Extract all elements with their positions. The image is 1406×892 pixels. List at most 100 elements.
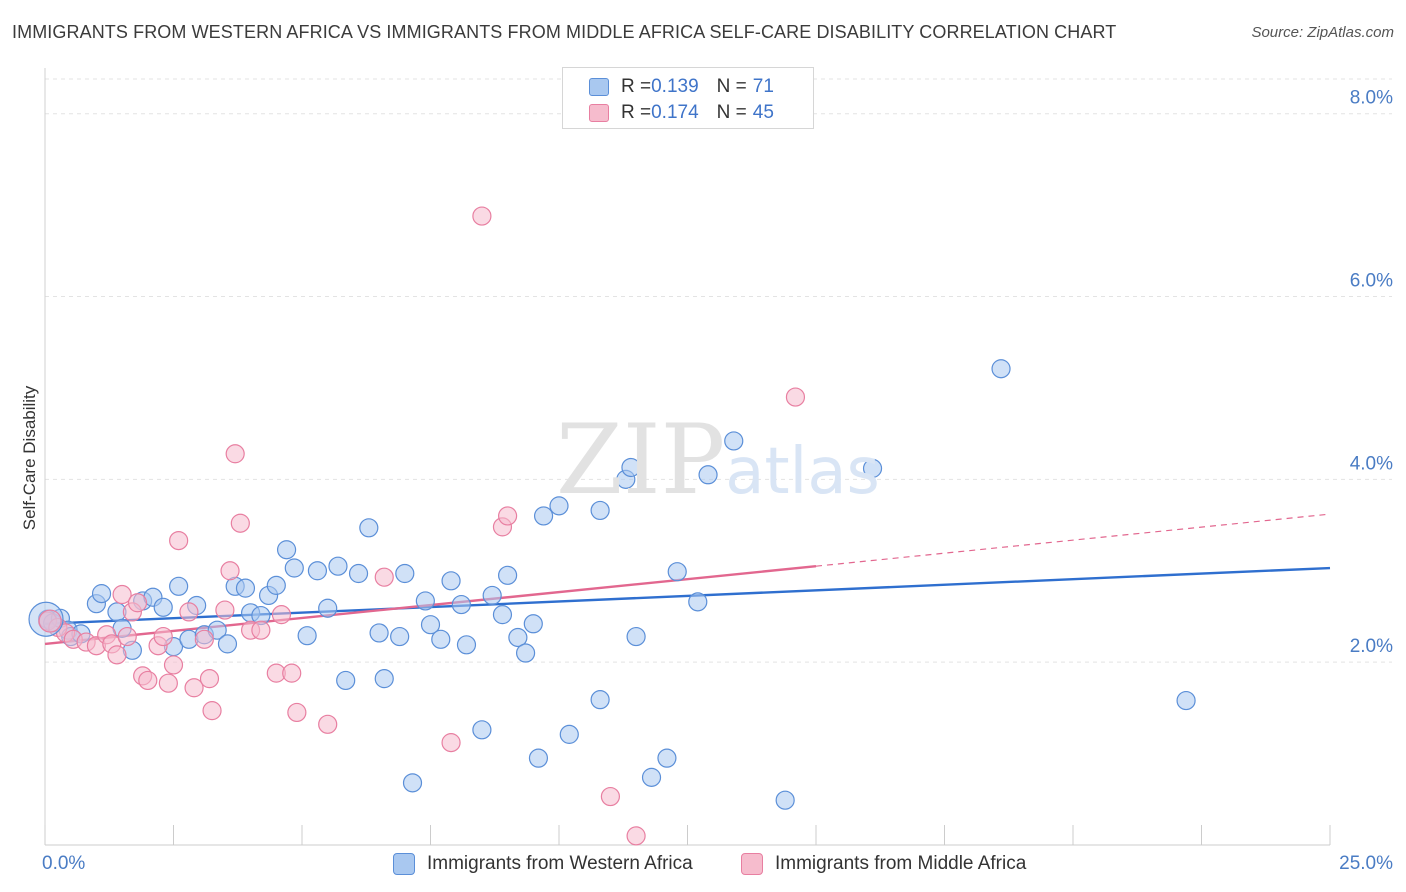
point-western-africa [590, 690, 610, 710]
point-middle-africa [225, 444, 245, 464]
point-middle-africa [199, 669, 220, 689]
point-western-africa [169, 576, 189, 596]
point-western-africa [284, 558, 304, 578]
point-middle-africa [169, 530, 189, 551]
bottom-legend-western-africa: Immigrants from Western Africa [393, 852, 693, 876]
point-middle-africa [251, 620, 271, 640]
point-western-africa [217, 634, 238, 654]
watermark-zip: ZIP [556, 404, 726, 516]
point-western-africa [359, 518, 379, 538]
point-western-africa [91, 584, 112, 604]
point-western-africa [523, 614, 543, 634]
point-western-africa [276, 540, 297, 560]
legend-n-label: N = [716, 102, 747, 123]
point-middle-africa [215, 600, 235, 620]
x-tick-label-max: 25.0% [1339, 853, 1393, 874]
point-western-africa [415, 591, 435, 611]
point-middle-africa [374, 567, 394, 587]
y-tick-label: 4.0% [1350, 453, 1393, 474]
point-western-africa [533, 506, 554, 526]
point-middle-africa [107, 645, 127, 665]
point-western-africa [456, 635, 477, 655]
bottom-legend-middle-africa: Immigrants from Middle Africa [741, 852, 1026, 876]
bottom-legend-swatch-western-africa [393, 853, 415, 875]
point-western-africa [641, 767, 662, 787]
source-label: Source: ZipAtlas.com [1251, 24, 1394, 41]
point-western-africa [451, 594, 471, 615]
point-middle-africa [318, 714, 338, 734]
point-middle-africa [472, 206, 492, 226]
legend-r-label: R = [621, 76, 652, 97]
point-western-africa [698, 465, 718, 485]
point-middle-africa [127, 593, 148, 613]
point-middle-africa [441, 733, 461, 753]
tick-labels: 2.0% 4.0% 6.0% 8.0% 0.0% 25.0% [42, 88, 1393, 874]
point-western-africa [515, 643, 536, 663]
point-western-africa [991, 359, 1011, 379]
legend-row-western-africa: R = 0.139 N = 71 [589, 75, 774, 99]
y-axis-title: Self-Care Disability [20, 385, 39, 530]
point-western-africa [235, 578, 256, 598]
point-middle-africa [202, 701, 222, 721]
axes [44, 68, 1331, 846]
legend-r-value: 0.139 [651, 76, 699, 97]
data-points [28, 206, 1196, 846]
y-tick-label: 2.0% [1350, 636, 1393, 657]
x-tick-label-min: 0.0% [42, 853, 85, 874]
point-middle-africa [158, 673, 178, 693]
correlation-legend: R = 0.139 N = 71 R = 0.174 N = 45 [562, 67, 814, 129]
point-middle-africa [153, 626, 173, 647]
point-middle-africa [117, 626, 137, 647]
point-western-africa [1176, 690, 1196, 711]
point-western-africa [402, 773, 423, 793]
point-western-africa [374, 669, 394, 689]
point-western-africa [266, 575, 286, 595]
point-western-africa [492, 605, 513, 625]
point-western-africa [472, 720, 492, 740]
point-middle-africa [184, 678, 204, 698]
point-western-africa [297, 626, 317, 646]
watermark-atlas: atlas [725, 435, 880, 509]
point-western-africa [336, 670, 356, 691]
point-middle-africa [600, 786, 621, 807]
point-western-africa [621, 457, 641, 478]
point-western-africa [328, 556, 348, 576]
point-middle-africa [498, 506, 518, 526]
point-middle-africa [287, 702, 307, 723]
point-middle-africa [138, 670, 158, 691]
bottom-legend-swatch-middle-africa [741, 853, 763, 875]
watermark: ZIPatlas [556, 404, 880, 516]
legend-swatch-western-africa [589, 78, 609, 96]
point-western-africa [590, 500, 610, 521]
point-western-africa [775, 790, 795, 810]
legend-n-value: 71 [752, 76, 774, 97]
point-western-africa [688, 592, 708, 612]
y-tick-label: 6.0% [1350, 271, 1393, 292]
point-middle-africa [112, 584, 132, 605]
point-western-africa [626, 626, 646, 647]
point-western-africa [441, 571, 461, 591]
point-middle-africa [230, 513, 250, 533]
point-western-africa [667, 562, 687, 582]
legend-swatch-middle-africa [589, 104, 609, 122]
chart-title: IMMIGRANTS FROM WESTERN AFRICA VS IMMIGR… [12, 22, 1117, 42]
point-western-africa [369, 623, 389, 643]
point-middle-africa [179, 602, 199, 622]
point-western-africa [559, 724, 579, 744]
legend-n-label: N = [716, 76, 747, 97]
point-western-africa [498, 565, 518, 585]
bottom-legend-label-western-africa: Immigrants from Western Africa [427, 853, 693, 874]
bottom-legend-label-middle-africa: Immigrants from Middle Africa [775, 853, 1027, 874]
point-western-africa [153, 597, 173, 617]
y-tick-label: 8.0% [1350, 88, 1393, 109]
point-western-africa [724, 431, 744, 451]
point-middle-africa [282, 663, 302, 683]
point-western-africa [395, 563, 415, 584]
point-western-africa [431, 629, 451, 649]
point-middle-africa [163, 655, 184, 675]
point-western-africa [348, 563, 369, 584]
point-western-africa [318, 598, 338, 618]
legend-r-label: R = [621, 102, 652, 123]
point-western-africa [307, 561, 328, 581]
point-western-africa [528, 748, 549, 768]
